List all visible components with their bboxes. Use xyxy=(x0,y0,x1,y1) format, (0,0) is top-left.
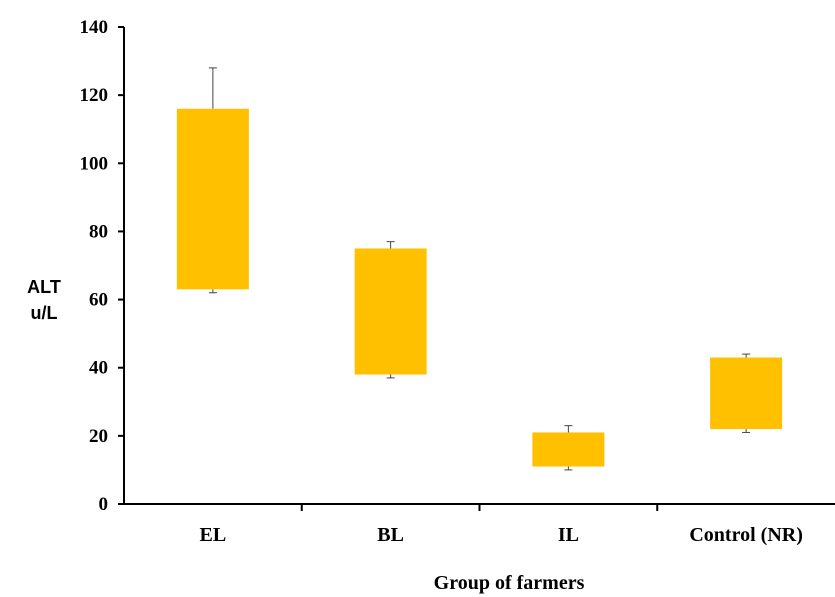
x-category-label: EL xyxy=(200,524,227,546)
box xyxy=(354,248,427,375)
y-ticks-group: 0 20 40 60 80 100 120 140 xyxy=(80,17,124,515)
y-tick-label: 120 xyxy=(80,85,109,106)
x-category-label: IL xyxy=(558,524,579,546)
x-category-label: BL xyxy=(377,524,404,546)
box xyxy=(710,357,783,430)
y-axis-title-line1: ALT xyxy=(27,277,61,297)
x-axis-title: Group of farmers xyxy=(434,572,585,594)
y-tick-label: 140 xyxy=(80,17,109,38)
x-ticks-group: EL BL IL Control (NR) xyxy=(200,504,803,546)
y-tick-label: 100 xyxy=(80,153,109,174)
y-axis-title-line2: u/L xyxy=(31,303,58,323)
box xyxy=(532,432,605,467)
x-category-label: Control (NR) xyxy=(689,524,803,546)
y-tick-label: 20 xyxy=(89,426,108,447)
y-tick-label: 0 xyxy=(99,494,109,515)
box xyxy=(176,108,249,290)
y-tick-label: 60 xyxy=(89,290,108,311)
y-tick-label: 40 xyxy=(89,358,108,379)
y-tick-label: 80 xyxy=(89,221,108,242)
boxes-group xyxy=(176,67,783,471)
